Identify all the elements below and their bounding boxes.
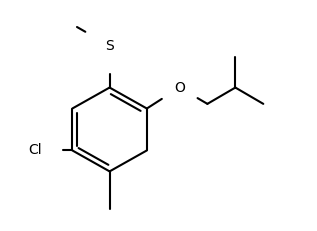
Text: S: S (105, 39, 114, 53)
Text: Cl: Cl (29, 143, 42, 158)
Text: O: O (174, 81, 185, 94)
